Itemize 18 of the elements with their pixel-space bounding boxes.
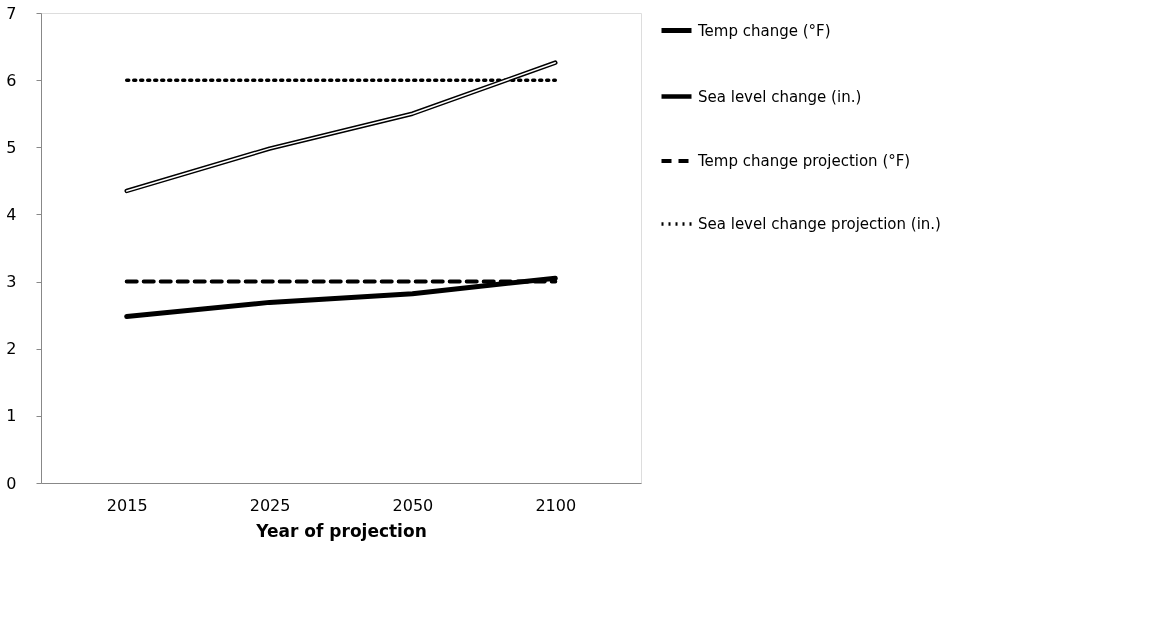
legend-label: Temp change (°F) [697, 21, 831, 40]
legend-label: Sea level change (in.) [698, 87, 862, 106]
line-series [124, 60, 558, 194]
x-tick-label: 2100 [535, 495, 577, 515]
y-tick-label: 3 [6, 272, 17, 292]
y-tick-label: 7 [6, 3, 17, 23]
x-tick-label: 2025 [249, 495, 291, 515]
legend-label: Temp change projection (°F) [697, 152, 911, 170]
legend-label: Sea level change projection (in.) [698, 215, 941, 233]
y-tick-label: 5 [6, 137, 17, 157]
y-tick-label: 1 [6, 406, 17, 426]
x-axis-title: Year of projection [255, 520, 427, 541]
x-tick-label: 2050 [392, 495, 434, 515]
y-tick-label: 2 [6, 339, 17, 359]
y-tick-label: 0 [6, 473, 17, 493]
y-tick-label: 4 [6, 204, 17, 224]
y-tick-label: 6 [6, 70, 17, 90]
x-tick-label: 2015 [106, 495, 148, 515]
